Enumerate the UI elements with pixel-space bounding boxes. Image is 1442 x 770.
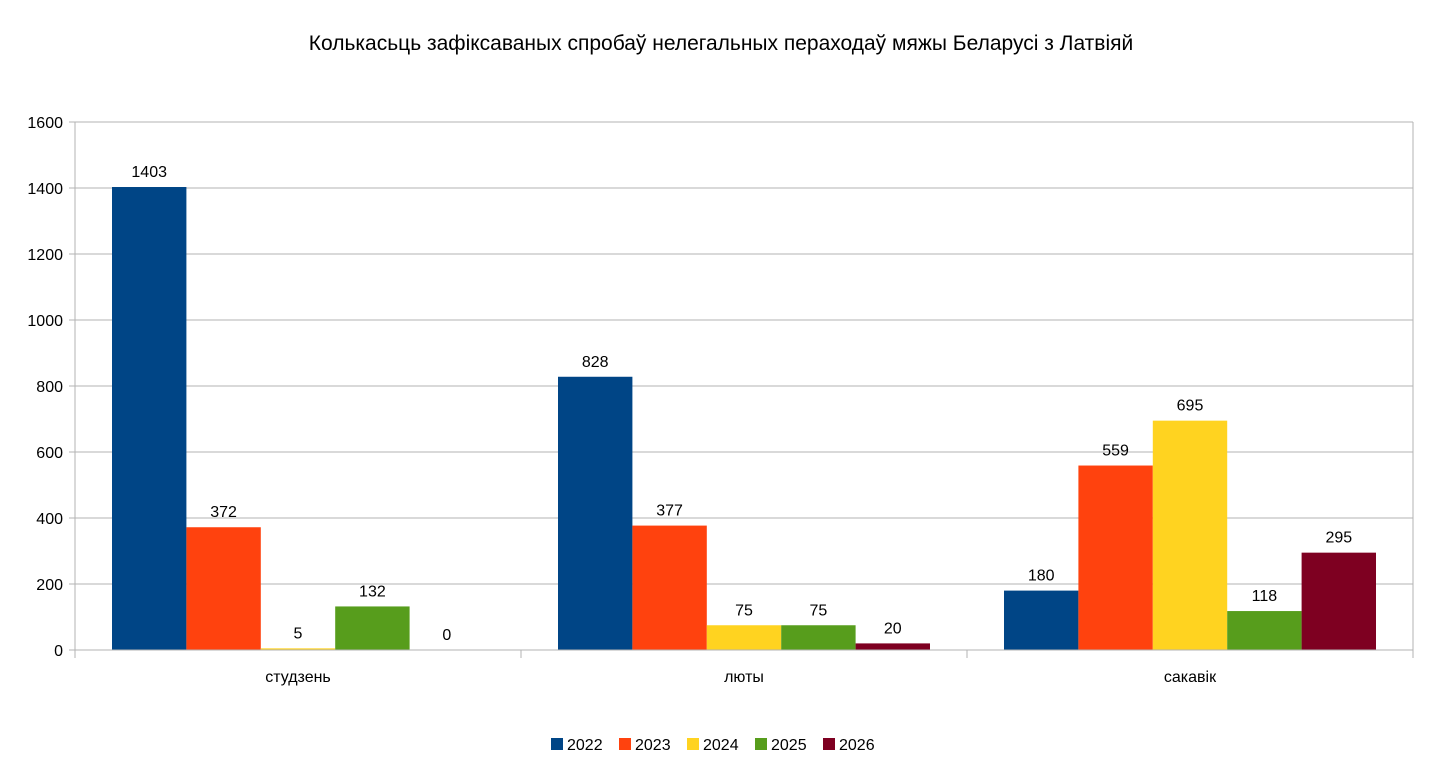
y-tick-label: 800 xyxy=(36,379,63,396)
data-label: 75 xyxy=(735,602,753,619)
data-label: 372 xyxy=(210,504,237,521)
y-tick-label: 200 xyxy=(36,577,63,594)
bar-2026-1 xyxy=(855,643,930,650)
y-tick-label: 1600 xyxy=(27,115,63,132)
y-axis-ticks: 0 200 400 600 800 1000 1200 1400 1600 xyxy=(27,115,75,660)
bars xyxy=(112,187,1376,650)
legend-label: 2025 xyxy=(771,737,807,754)
bar-2023-0 xyxy=(186,527,261,650)
data-label: 695 xyxy=(1177,398,1204,415)
bar-2022-0 xyxy=(112,187,187,650)
category-label: студзень xyxy=(265,669,331,686)
y-tick-label: 1400 xyxy=(27,181,63,198)
bar-2023-1 xyxy=(632,525,707,650)
grid xyxy=(75,121,1413,651)
legend-label: 2022 xyxy=(567,737,603,754)
y-tick-label: 0 xyxy=(54,643,63,660)
data-label: 75 xyxy=(810,602,828,619)
y-tick-label: 600 xyxy=(36,445,63,462)
bar-2024-2 xyxy=(1152,420,1228,650)
data-label: 295 xyxy=(1325,530,1352,547)
bar-2025-1 xyxy=(781,625,856,650)
category-label: сакавік xyxy=(1164,669,1217,686)
legend-label: 2026 xyxy=(839,737,875,754)
chart-title: Колькасьць зафіксаваных спробаў нелегаль… xyxy=(309,32,1133,55)
data-label: 1403 xyxy=(131,164,167,181)
legend-swatch-2022 xyxy=(551,738,563,750)
data-labels: 1403 372 5 132 0 828 377 75 75 20 180 559 695 118 295 xyxy=(131,164,1352,644)
data-label: 132 xyxy=(359,583,386,600)
legend-swatch-2023 xyxy=(619,738,631,750)
legend-swatch-2024 xyxy=(687,738,699,750)
bar-2026-2 xyxy=(1301,552,1376,650)
y-tick-label: 1000 xyxy=(27,313,63,330)
bar-2025-2 xyxy=(1227,611,1302,650)
y-tick-label: 1200 xyxy=(27,247,63,264)
bar-2024-0 xyxy=(260,648,336,650)
y-tick-label: 400 xyxy=(36,511,63,528)
data-label: 5 xyxy=(294,625,303,642)
bar-2023-2 xyxy=(1078,465,1153,650)
data-label: 377 xyxy=(656,503,683,520)
legend-swatch-2026 xyxy=(823,738,835,750)
bar-2025-0 xyxy=(335,606,410,650)
axes xyxy=(74,122,1414,658)
legend-label: 2023 xyxy=(635,737,671,754)
data-label: 559 xyxy=(1102,443,1129,460)
data-label: 0 xyxy=(442,627,451,644)
bar-2022-1 xyxy=(558,376,633,650)
data-label: 118 xyxy=(1252,588,1278,605)
bar-2024-1 xyxy=(706,625,782,650)
category-label: люты xyxy=(724,669,764,686)
legend-swatch-2025 xyxy=(755,738,767,750)
data-label: 20 xyxy=(884,620,902,637)
bar-2022-2 xyxy=(1004,590,1079,650)
data-label: 828 xyxy=(582,354,609,371)
legend-label: 2024 xyxy=(703,737,739,754)
legend: 2022 2023 2024 2025 2026 xyxy=(551,737,875,754)
x-axis-categories: студзень люты сакавік xyxy=(265,669,1217,686)
data-label: 180 xyxy=(1028,568,1055,585)
